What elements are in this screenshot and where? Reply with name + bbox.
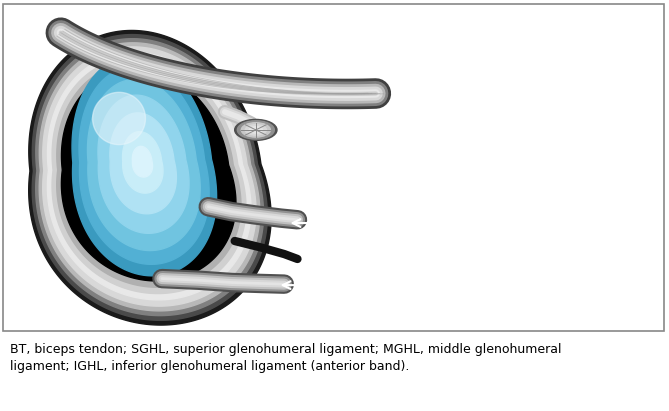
Text: BT: BT <box>403 36 423 50</box>
Polygon shape <box>57 63 241 287</box>
Polygon shape <box>122 132 163 193</box>
Circle shape <box>237 121 274 139</box>
Polygon shape <box>43 47 256 306</box>
Polygon shape <box>52 58 246 293</box>
Circle shape <box>235 120 277 141</box>
Polygon shape <box>47 52 251 300</box>
Circle shape <box>242 123 270 137</box>
Polygon shape <box>98 95 189 233</box>
Polygon shape <box>110 113 177 214</box>
Text: IGHL: IGHL <box>403 278 440 292</box>
Polygon shape <box>72 56 217 276</box>
Polygon shape <box>32 35 268 320</box>
Polygon shape <box>62 69 236 281</box>
Circle shape <box>246 125 266 135</box>
Polygon shape <box>92 92 145 145</box>
Text: BT, biceps tendon; SGHL, superior glenohumeral ligament; MGHL, middle glenohumer: BT, biceps tendon; SGHL, superior glenoh… <box>10 343 561 373</box>
Circle shape <box>250 127 262 133</box>
Text: SGHL: SGHL <box>403 118 445 132</box>
Polygon shape <box>39 43 260 311</box>
Polygon shape <box>79 67 209 264</box>
Polygon shape <box>35 39 264 316</box>
Polygon shape <box>88 79 200 251</box>
Text: MGHL: MGHL <box>403 216 449 230</box>
Polygon shape <box>29 30 271 325</box>
Polygon shape <box>132 146 153 177</box>
